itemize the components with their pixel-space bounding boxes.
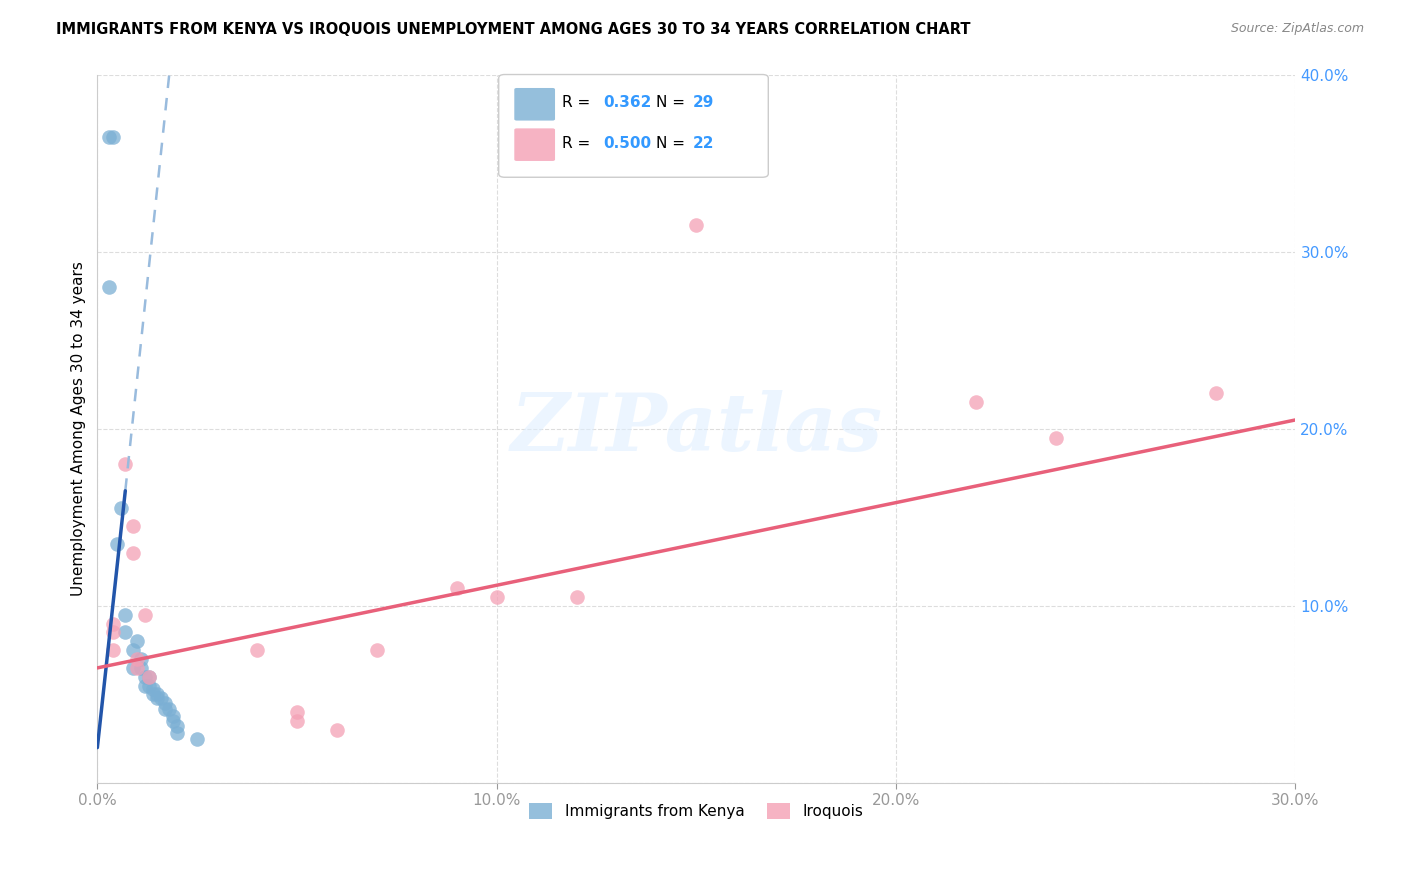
Point: [162, 714, 184, 728]
Text: R =: R =: [562, 95, 595, 111]
Point: [129, 661, 152, 675]
Point: [157, 701, 180, 715]
Point: [146, 691, 169, 706]
Legend: Immigrants from Kenya, Iroquois: Immigrants from Kenya, Iroquois: [523, 797, 869, 825]
Point: [285, 714, 308, 728]
Point: [114, 625, 136, 640]
Point: [122, 643, 145, 657]
Y-axis label: Unemployment Among Ages 30 to 34 years: Unemployment Among Ages 30 to 34 years: [72, 261, 86, 596]
Point: [565, 590, 588, 604]
Point: [122, 661, 145, 675]
Point: [103, 129, 125, 144]
Point: [155, 701, 177, 715]
Text: Source: ZipAtlas.com: Source: ZipAtlas.com: [1230, 22, 1364, 36]
Point: [134, 679, 156, 693]
FancyBboxPatch shape: [515, 88, 555, 120]
Text: 0.362: 0.362: [603, 95, 651, 111]
Text: 22: 22: [693, 136, 714, 151]
Point: [965, 395, 987, 409]
Text: N =: N =: [655, 95, 689, 111]
Point: [246, 643, 269, 657]
Point: [98, 280, 121, 294]
Point: [134, 670, 156, 684]
Point: [103, 616, 125, 631]
Point: [103, 643, 125, 657]
Point: [127, 661, 149, 675]
Point: [103, 625, 125, 640]
Point: [114, 457, 136, 471]
Point: [138, 679, 160, 693]
FancyBboxPatch shape: [499, 75, 768, 178]
Point: [127, 652, 149, 666]
Point: [366, 643, 388, 657]
Point: [122, 546, 145, 560]
Point: [685, 218, 707, 232]
Point: [129, 652, 152, 666]
Point: [1045, 431, 1067, 445]
Text: R =: R =: [562, 136, 595, 151]
Point: [285, 705, 308, 719]
Text: 0.500: 0.500: [603, 136, 651, 151]
Point: [166, 726, 188, 740]
Text: ZIPatlas: ZIPatlas: [510, 390, 883, 467]
Point: [446, 581, 468, 595]
Point: [162, 708, 184, 723]
Point: [326, 723, 349, 737]
Point: [114, 607, 136, 622]
Point: [155, 696, 177, 710]
Point: [146, 688, 169, 702]
Point: [98, 129, 121, 144]
Text: IMMIGRANTS FROM KENYA VS IROQUOIS UNEMPLOYMENT AMONG AGES 30 TO 34 YEARS CORRELA: IMMIGRANTS FROM KENYA VS IROQUOIS UNEMPL…: [56, 22, 970, 37]
Point: [105, 537, 128, 551]
Point: [142, 688, 165, 702]
Point: [186, 731, 208, 746]
Point: [122, 519, 145, 533]
Point: [166, 719, 188, 733]
Point: [127, 634, 149, 648]
Text: N =: N =: [655, 136, 689, 151]
Text: 29: 29: [693, 95, 714, 111]
Point: [134, 607, 156, 622]
Point: [150, 691, 173, 706]
Point: [138, 670, 160, 684]
Point: [142, 682, 165, 697]
Point: [138, 670, 160, 684]
FancyBboxPatch shape: [515, 128, 555, 161]
Point: [1205, 386, 1227, 401]
Point: [110, 501, 132, 516]
Point: [485, 590, 508, 604]
